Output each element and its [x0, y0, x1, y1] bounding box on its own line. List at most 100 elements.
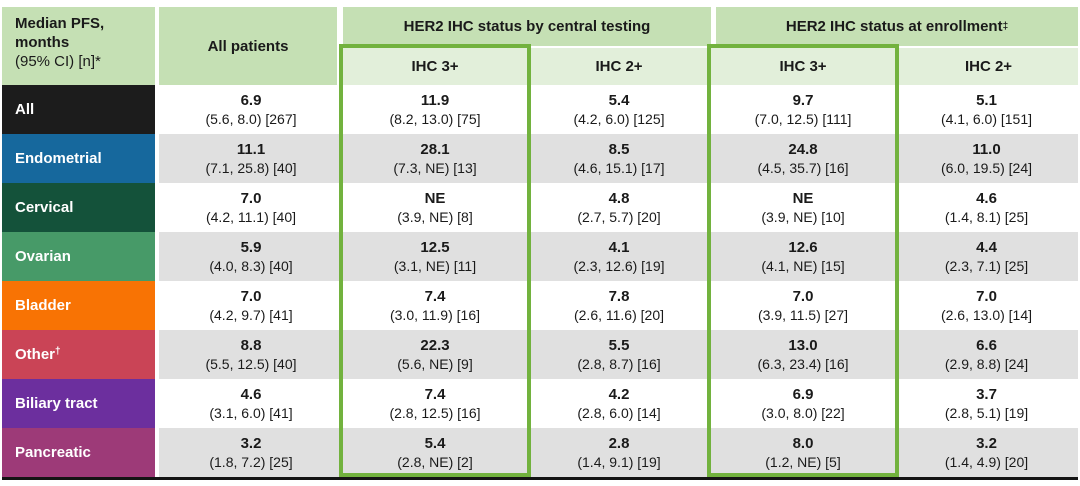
- cell-central-ihc3: 7.4 (2.8, 12.5) [16]: [343, 379, 527, 428]
- ci-and-n: (4.6, 15.1) [17]: [573, 159, 665, 176]
- col-header-all-patients: All patients: [159, 7, 343, 85]
- ci-and-n: (1.4, 8.1) [25]: [944, 208, 1029, 225]
- ci-and-n: (8.2, 13.0) [75]: [389, 110, 481, 127]
- cell-central-ihc3: 22.3 (5.6, NE) [9]: [343, 330, 527, 379]
- row-label-text: Cervical: [15, 199, 74, 216]
- median-value: 7.0: [792, 287, 814, 305]
- median-value: 6.9: [792, 385, 814, 403]
- ci-and-n: (3.9, NE) [10]: [761, 208, 845, 225]
- cell-central-ihc3: NE (3.9, NE) [8]: [343, 183, 527, 232]
- ci-and-n: (7.0, 12.5) [111]: [754, 110, 852, 127]
- ci-and-n: (2.3, 12.6) [19]: [573, 257, 665, 274]
- table-row-pancreatic: Pancreatic 3.2 (1.8, 7.2) [25] 5.4 (2.8, N…: [2, 428, 1078, 477]
- table: Median PFS, months (95% CI) [n]* All pat…: [2, 7, 1078, 477]
- cell-central-ihc2: 5.4 (4.2, 6.0) [125]: [527, 85, 711, 134]
- table-row-bladder: Bladder 7.0 (4.2, 9.7) [41] 7.4 (3.0, 11.9…: [2, 281, 1078, 330]
- row-label-other: Other †: [2, 330, 155, 379]
- median-value: 3.2: [240, 434, 262, 452]
- cell-all-patients: 7.0 (4.2, 11.1) [40]: [159, 183, 343, 232]
- cell-central-ihc2: 4.8 (2.7, 5.7) [20]: [527, 183, 711, 232]
- ci-and-n: (3.9, NE) [8]: [397, 208, 473, 225]
- cell-central-ihc2: 7.8 (2.6, 11.6) [20]: [527, 281, 711, 330]
- col-header-enrollment-ihc3: IHC 3+: [711, 48, 895, 85]
- median-value: 24.8: [788, 140, 818, 158]
- table-row-all: All 6.9 (5.6, 8.0) [267] 11.9 (8.2, 13.0) …: [2, 85, 1078, 134]
- cell-all-patients: 3.2 (1.8, 7.2) [25]: [159, 428, 343, 477]
- row-label-endometrial: Endometrial: [2, 134, 155, 183]
- ci-and-n: (5.6, 8.0) [267]: [205, 110, 297, 127]
- median-value: 6.6: [976, 336, 997, 354]
- ci-and-n: (2.8, 5.1) [19]: [944, 404, 1029, 421]
- row-label-ovarian: Ovarian: [2, 232, 155, 281]
- row-label-pancreatic: Pancreatic: [2, 428, 155, 477]
- cell-central-ihc2: 4.2 (2.8, 6.0) [14]: [527, 379, 711, 428]
- median-value: NE: [792, 189, 814, 207]
- median-value: 5.4: [608, 91, 630, 109]
- cell-enrollment-ihc3: 6.9 (3.0, 8.0) [22]: [711, 379, 895, 428]
- cell-central-ihc2: 4.1 (2.3, 12.6) [19]: [527, 232, 711, 281]
- table-row-cervical: Cervical 7.0 (4.2, 11.1) [40] NE (3.9, NE)…: [2, 183, 1078, 232]
- median-value: 4.8: [608, 189, 630, 207]
- col-header-enrollment-ihc2: IHC 2+: [895, 48, 1078, 85]
- median-value: 28.1: [420, 140, 450, 158]
- group-header-enrollment: HER2 IHC status at enrollment ‡: [711, 7, 1078, 46]
- median-value: NE: [424, 189, 446, 207]
- ci-and-n: (2.8, 8.7) [16]: [577, 355, 661, 372]
- cell-central-ihc2: 8.5 (4.6, 15.1) [17]: [527, 134, 711, 183]
- row-label-all: All: [2, 85, 155, 134]
- cell-central-ihc2: 2.8 (1.4, 9.1) [19]: [527, 428, 711, 477]
- cell-enrollment-ihc2: 3.7 (2.8, 5.1) [19]: [895, 379, 1078, 428]
- cell-enrollment-ihc3: NE (3.9, NE) [10]: [711, 183, 895, 232]
- ci-and-n: (4.0, 8.3) [40]: [209, 257, 293, 274]
- row-label-text: Endometrial: [15, 150, 102, 167]
- cell-all-patients: 7.0 (4.2, 9.7) [41]: [159, 281, 343, 330]
- median-value: 8.5: [608, 140, 630, 158]
- median-value: 8.8: [240, 336, 262, 354]
- ci-and-n: (6.3, 23.4) [16]: [757, 355, 849, 372]
- ci-and-n: (2.8, NE) [2]: [397, 453, 473, 470]
- median-value: 2.8: [608, 434, 630, 452]
- table-header: Median PFS, months (95% CI) [n]* All pat…: [2, 7, 1078, 85]
- ci-and-n: (1.2, NE) [5]: [765, 453, 841, 470]
- ci-and-n: (2.6, 13.0) [14]: [940, 306, 1033, 323]
- ci-and-n: (2.7, 5.7) [20]: [577, 208, 661, 225]
- cell-central-ihc3: 5.4 (2.8, NE) [2]: [343, 428, 527, 477]
- cell-enrollment-ihc2: 7.0 (2.6, 13.0) [14]: [895, 281, 1078, 330]
- median-value: 11.9: [420, 91, 450, 109]
- median-value: 7.4: [424, 385, 446, 403]
- ci-and-n: (2.9, 8.8) [24]: [944, 355, 1029, 372]
- cell-enrollment-ihc2: 4.4 (2.3, 7.1) [25]: [895, 232, 1078, 281]
- ci-and-n: (1.4, 4.9) [20]: [944, 453, 1029, 470]
- median-value: 8.0: [792, 434, 814, 452]
- median-value: 3.2: [976, 434, 997, 452]
- cell-enrollment-ihc3: 24.8 (4.5, 35.7) [16]: [711, 134, 895, 183]
- median-value: 4.2: [608, 385, 630, 403]
- col-header-central-ihc2: IHC 2+: [527, 48, 711, 85]
- ci-and-n: (3.9, 11.5) [27]: [757, 306, 848, 323]
- median-value: 7.0: [240, 287, 262, 305]
- median-value: 5.5: [608, 336, 630, 354]
- cell-enrollment-ihc3: 7.0 (3.9, 11.5) [27]: [711, 281, 895, 330]
- table-row-biliary-tract: Biliary tract 4.6 (3.1, 6.0) [41] 7.4 (2.8…: [2, 379, 1078, 428]
- ci-and-n: (2.6, 11.6) [20]: [573, 306, 664, 323]
- cell-enrollment-ihc2: 5.1 (4.1, 6.0) [151]: [895, 85, 1078, 134]
- row-label-text: Other: [15, 346, 56, 363]
- row-label-text: Biliary tract: [15, 395, 98, 412]
- cell-central-ihc2: 5.5 (2.8, 8.7) [16]: [527, 330, 711, 379]
- ci-and-n: (2.8, 6.0) [14]: [577, 404, 661, 421]
- median-value: 12.5: [420, 238, 450, 256]
- median-value: 11.0: [972, 140, 1001, 158]
- ci-and-n: (7.3, NE) [13]: [393, 159, 477, 176]
- cell-all-patients: 6.9 (5.6, 8.0) [267]: [159, 85, 343, 134]
- ci-and-n: (1.4, 9.1) [19]: [577, 453, 661, 470]
- ci-and-n: (5.6, NE) [9]: [397, 355, 473, 372]
- row-label-biliary-tract: Biliary tract: [2, 379, 155, 428]
- row-label-text: All: [15, 101, 35, 118]
- cell-enrollment-ihc3: 13.0 (6.3, 23.4) [16]: [711, 330, 895, 379]
- cell-enrollment-ihc3: 12.6 (4.1, NE) [15]: [711, 232, 895, 281]
- cell-enrollment-ihc3: 9.7 (7.0, 12.5) [111]: [711, 85, 895, 134]
- cell-all-patients: 8.8 (5.5, 12.5) [40]: [159, 330, 343, 379]
- median-value: 5.9: [240, 238, 262, 256]
- cell-enrollment-ihc2: 11.0 (6.0, 19.5) [24]: [895, 134, 1078, 183]
